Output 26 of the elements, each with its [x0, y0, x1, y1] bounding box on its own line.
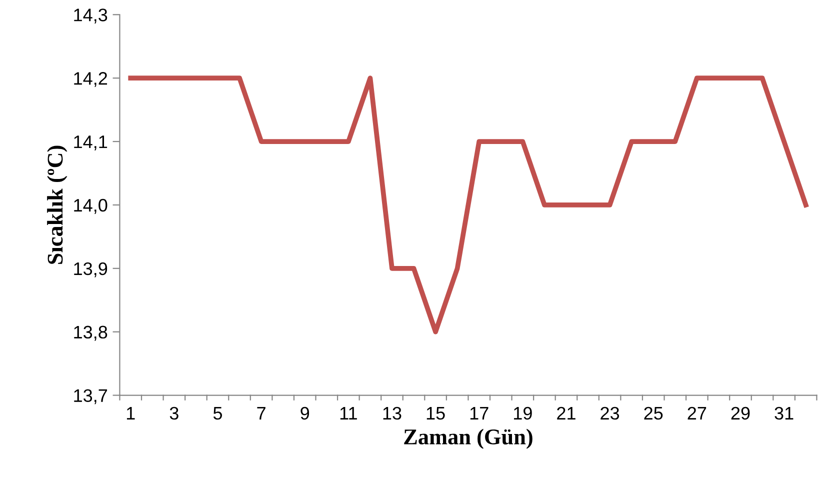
- x-tick-label: 29: [731, 406, 750, 420]
- y-tick-label: 13,7: [74, 389, 108, 404]
- y-tick-label: 14,1: [74, 136, 108, 150]
- y-tick-label: 14,3: [74, 8, 108, 24]
- y-tick-label: 13,9: [74, 262, 108, 278]
- x-tick-label: 23: [600, 406, 620, 420]
- x-tick-label: 11: [340, 407, 357, 420]
- y-tick-label: 13,8: [74, 326, 108, 341]
- x-tick-label: 9: [300, 406, 310, 420]
- x-tick-label: 21: [557, 406, 576, 420]
- x-tick-label: 13: [383, 406, 402, 420]
- x-tick-label: 27: [688, 406, 706, 420]
- y-tick-label: 14,0: [74, 198, 108, 214]
- x-tick-label: 25: [644, 406, 663, 420]
- y-axis-title: Sıcaklık (ºC): [47, 146, 68, 264]
- y-tick-label: 14,2: [74, 72, 108, 87]
- x-tick-label: 31: [774, 406, 794, 420]
- x-tick-label: 5: [213, 407, 222, 420]
- x-tick-label: 1: [126, 407, 135, 420]
- line-series: [128, 76, 808, 334]
- x-tick-label: 15: [426, 407, 445, 420]
- x-tick-label: 3: [170, 406, 178, 420]
- x-tick-label: 7: [257, 407, 266, 420]
- x-tick-label: 19: [514, 406, 532, 420]
- x-axis-title: Zaman (Gün): [404, 428, 532, 449]
- x-tick-label: 17: [470, 407, 488, 420]
